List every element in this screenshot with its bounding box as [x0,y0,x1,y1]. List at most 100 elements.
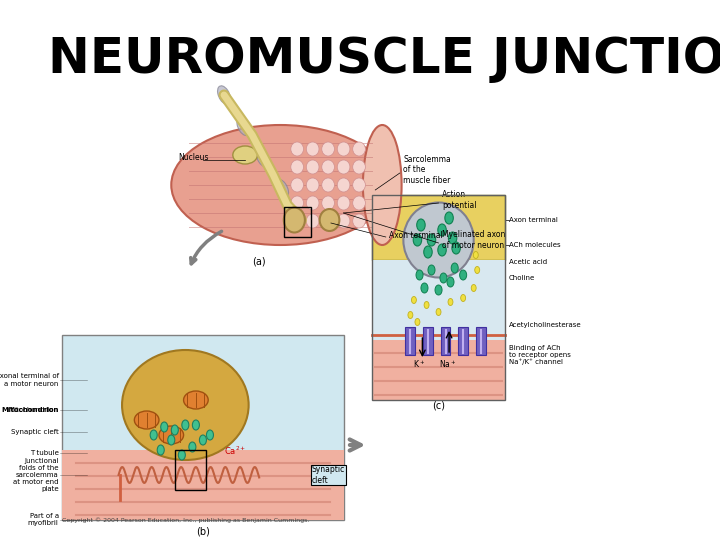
Bar [284,207,310,237]
Ellipse shape [135,411,159,429]
Circle shape [471,285,476,292]
Circle shape [199,435,207,445]
Text: (b): (b) [196,527,210,537]
Circle shape [427,234,436,246]
Circle shape [438,244,446,256]
Text: Action
potential: Action potential [442,190,477,210]
Text: Part of a
myofibril: Part of a myofibril [28,514,59,526]
Bar [62,450,343,520]
Ellipse shape [353,142,365,156]
Ellipse shape [171,125,390,245]
Text: Binding of ACh
to receptor opens
Na⁺/K⁺ channel: Binding of ACh to receptor opens Na⁺/K⁺ … [509,345,571,366]
Circle shape [171,425,179,435]
Ellipse shape [322,142,335,156]
Text: Na$^+$: Na$^+$ [438,359,456,370]
Circle shape [438,224,446,236]
Text: Synaptic cleft: Synaptic cleft [11,429,59,435]
Text: T tubule: T tubule [30,450,59,456]
Circle shape [451,263,458,273]
Circle shape [474,267,480,273]
Ellipse shape [306,178,319,192]
Circle shape [459,270,467,280]
Ellipse shape [320,209,339,231]
Circle shape [448,299,453,306]
Ellipse shape [353,160,365,174]
Text: Choline: Choline [509,275,535,281]
Ellipse shape [353,214,365,228]
Text: Sarcolemma
of the
muscle fiber: Sarcolemma of the muscle fiber [403,155,451,185]
Text: Axonal terminal of
a motor neuron: Axonal terminal of a motor neuron [0,374,59,387]
Circle shape [411,296,416,303]
Ellipse shape [353,178,365,192]
Text: Axon terminal: Axon terminal [509,217,558,223]
Ellipse shape [291,214,304,228]
Bar [372,260,505,340]
Circle shape [461,294,466,301]
Circle shape [182,420,189,430]
Bar [458,327,468,355]
Ellipse shape [276,179,289,198]
Ellipse shape [184,391,208,409]
Ellipse shape [291,160,304,174]
Ellipse shape [322,178,335,192]
Circle shape [421,283,428,293]
Circle shape [161,422,168,432]
Bar [175,450,207,490]
Bar [441,327,451,355]
Ellipse shape [306,196,319,210]
Ellipse shape [237,117,250,136]
Circle shape [415,319,420,326]
Ellipse shape [291,142,304,156]
Ellipse shape [403,202,474,278]
Ellipse shape [306,160,319,174]
Ellipse shape [322,214,335,228]
Text: (a): (a) [253,257,266,267]
Circle shape [436,308,441,315]
Circle shape [157,445,164,455]
Circle shape [424,246,432,258]
Circle shape [150,430,157,440]
Circle shape [449,232,456,244]
Circle shape [424,301,429,308]
Text: Axon terminal: Axon terminal [390,231,443,240]
Circle shape [417,219,426,231]
Text: Acetic acid: Acetic acid [509,259,547,265]
Circle shape [179,450,185,460]
Ellipse shape [306,214,319,228]
Ellipse shape [363,125,402,245]
Text: Junctional
folds of the
sarcolemma
at motor end
plate: Junctional folds of the sarcolemma at mo… [13,458,59,492]
Bar [423,327,433,355]
Ellipse shape [337,160,350,174]
Bar [372,340,505,400]
Circle shape [192,420,199,430]
Ellipse shape [217,86,230,104]
Text: Mitochondrion: Mitochondrion [9,407,59,413]
Bar [372,195,505,400]
Ellipse shape [322,196,335,210]
Ellipse shape [284,207,305,233]
Bar [476,327,486,355]
Ellipse shape [256,148,269,167]
Text: (c): (c) [432,400,445,410]
Circle shape [428,265,435,275]
Text: Myelinated axon
of motor neuron: Myelinated axon of motor neuron [442,230,505,249]
Ellipse shape [122,350,248,460]
Ellipse shape [291,196,304,210]
Ellipse shape [159,426,184,444]
Text: K$^+$: K$^+$ [413,359,425,370]
Text: Acetylcholinesterase: Acetylcholinesterase [509,322,582,328]
Text: NEUROMUSCLE JUNCTION: NEUROMUSCLE JUNCTION [48,35,720,83]
Circle shape [452,242,460,254]
Circle shape [416,270,423,280]
Circle shape [445,212,454,224]
Bar [405,327,415,355]
Text: Mitochondrion: Mitochondrion [1,407,59,413]
Ellipse shape [337,214,350,228]
Circle shape [473,252,478,259]
Circle shape [440,273,447,283]
Ellipse shape [233,146,258,164]
Ellipse shape [337,142,350,156]
Circle shape [435,285,442,295]
Circle shape [189,442,196,452]
Bar [62,335,343,520]
